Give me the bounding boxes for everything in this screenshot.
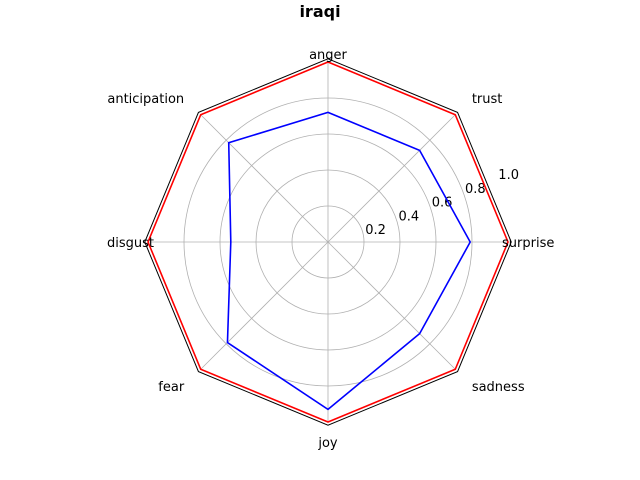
grid-spoke xyxy=(200,114,329,243)
axis-label-joy: joy xyxy=(317,436,338,451)
series-0-line xyxy=(147,61,509,423)
axis-label-disgust: disgust xyxy=(107,236,154,251)
axis-label-fear: fear xyxy=(158,380,185,395)
series-1-line xyxy=(226,111,472,411)
grid-spoke xyxy=(200,241,329,370)
chart-title: iraqi xyxy=(299,2,341,21)
radar-frame xyxy=(144,58,512,426)
radial-tick-label: 1.0 xyxy=(498,168,519,183)
radial-tick-label: 0.4 xyxy=(399,209,420,224)
axis-label-trust: trust xyxy=(472,92,503,107)
radial-tick-label: 0.2 xyxy=(365,223,386,238)
axis-label-anger: anger xyxy=(309,48,347,63)
grid-spoke xyxy=(327,114,456,243)
axis-label-sadness: sadness xyxy=(472,380,525,395)
radial-tick-label: 0.8 xyxy=(465,182,486,197)
axis-label-surprise: surprise xyxy=(502,236,554,251)
grid-spoke xyxy=(327,241,456,370)
axis-label-anticipation: anticipation xyxy=(107,92,184,107)
